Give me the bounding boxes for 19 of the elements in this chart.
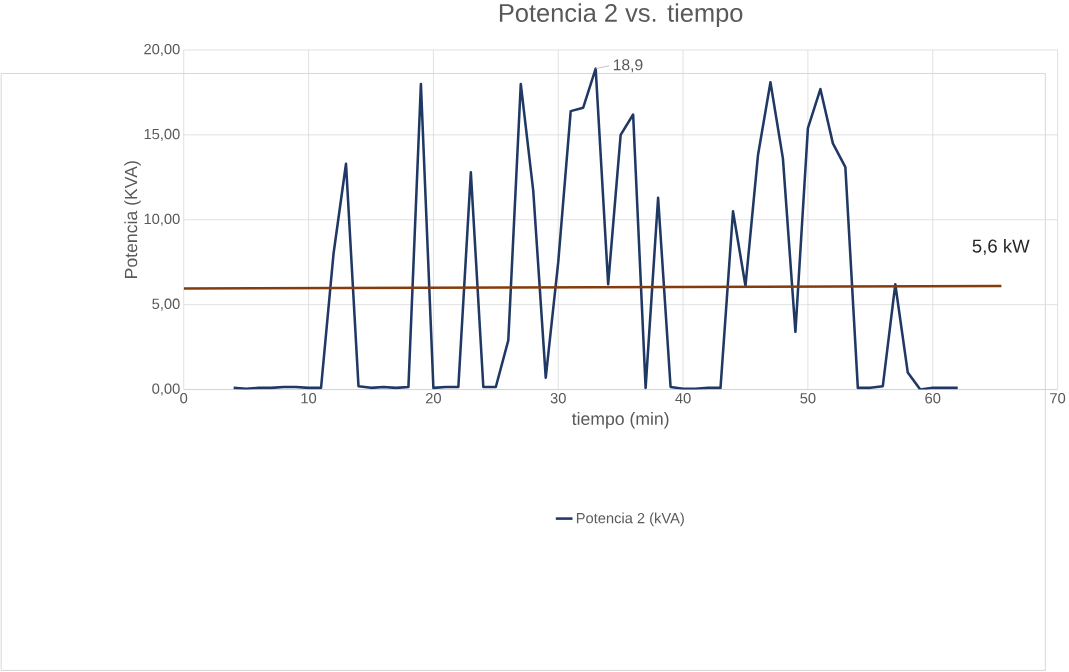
x-tick-label: 20	[425, 393, 441, 404]
y-tick-label: 5,00	[152, 298, 180, 311]
y-tick-label: 10,00	[144, 213, 180, 227]
x-tick-label: 10	[301, 393, 317, 404]
y-axis-title: Potencia (KVA)	[124, 161, 141, 279]
x-tick-label: 70	[1050, 393, 1066, 404]
x-tick-label: 60	[925, 393, 941, 404]
chart-title: Potencia 2 vs. tiempo	[499, 3, 743, 28]
x-tick-label: 40	[675, 393, 691, 404]
x-tick-label: 30	[550, 393, 566, 404]
x-tick-label: 0	[180, 393, 188, 404]
y-tick-label: 15,00	[144, 129, 180, 142]
annotation: 5,6 kW	[972, 239, 1030, 256]
x-tick-label: 50	[800, 393, 816, 404]
annotation: 18,9	[613, 59, 643, 73]
legend-label: Potencia 2 (kVA)	[576, 512, 684, 527]
y-tick-label: 0,00	[152, 383, 180, 396]
x-axis-title: tiempo (min)	[571, 412, 669, 429]
y-tick-label: 20,00	[144, 44, 180, 57]
